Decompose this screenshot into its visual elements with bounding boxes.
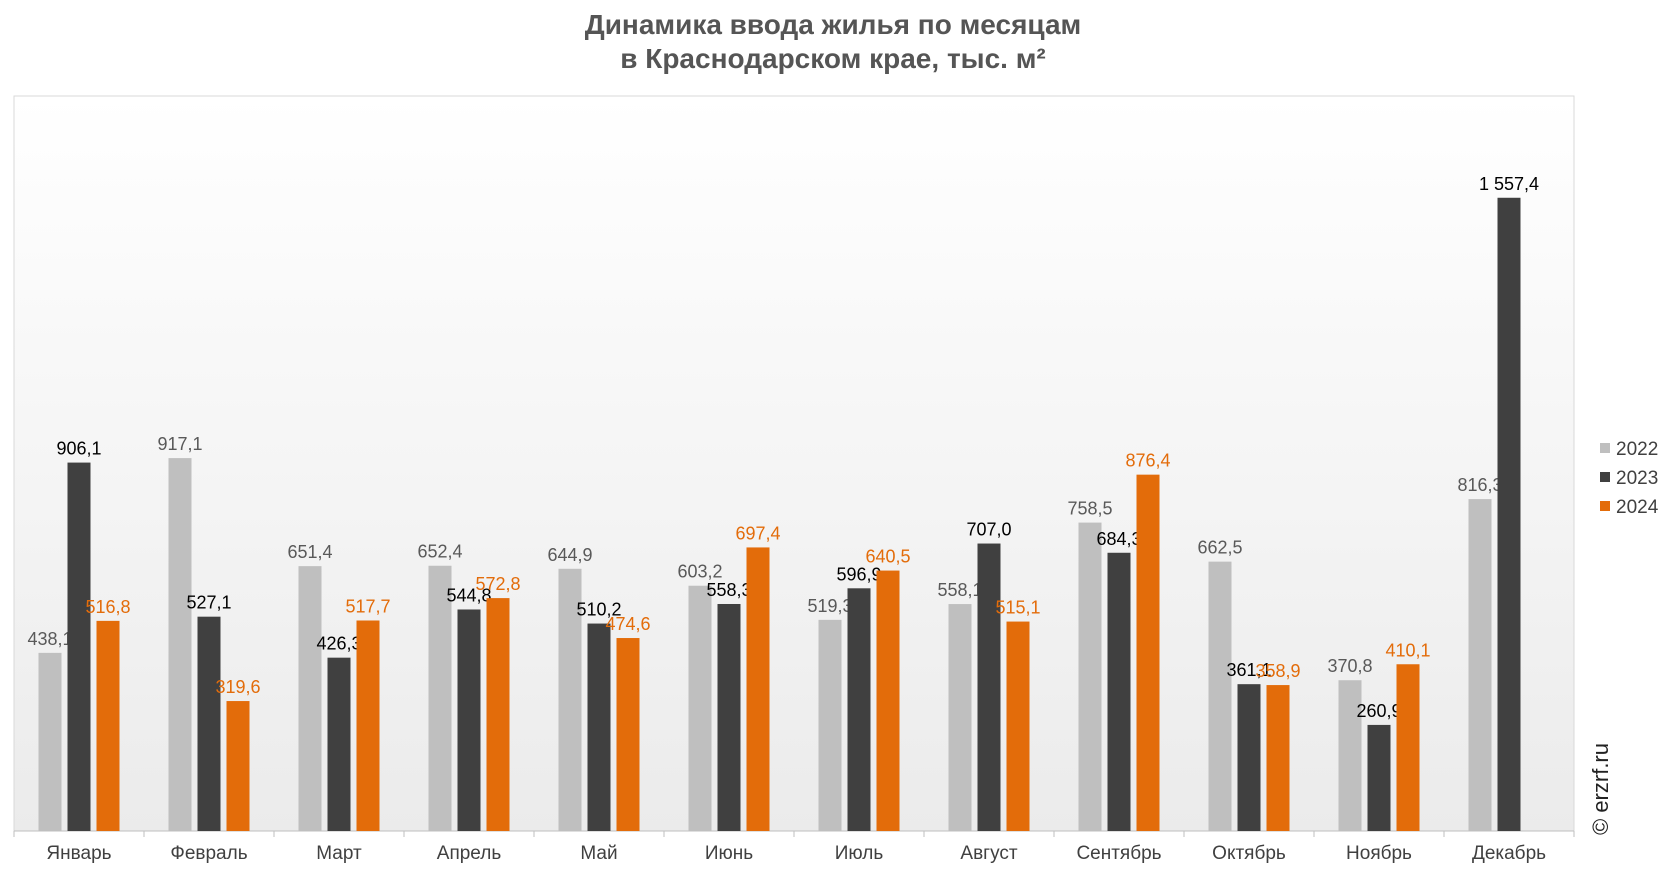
bar-2023: [847, 588, 871, 831]
bar-2023: [717, 603, 741, 831]
bar-2024: [746, 547, 770, 831]
legend-label-2022: 2022: [1616, 439, 1658, 460]
bar-2022: [168, 458, 192, 831]
data-label-2022: 758,5: [1067, 499, 1112, 519]
data-label-2024: 358,9: [1255, 661, 1300, 681]
data-label-2022: 652,4: [417, 542, 462, 562]
bar-2022: [1078, 522, 1102, 831]
bar-2022: [38, 652, 62, 831]
data-label-2023: 544,8: [446, 585, 491, 605]
data-label-2022: 519,3: [807, 596, 852, 616]
bar-2023: [1497, 197, 1521, 831]
data-label-2023: 1 557,4: [1479, 174, 1539, 194]
bar-2023: [1107, 552, 1131, 831]
legend-swatch-2024: [1600, 501, 1610, 511]
data-label-2024: 876,4: [1125, 451, 1170, 471]
data-label-2024: 640,5: [865, 547, 910, 567]
bar-2023: [1237, 684, 1261, 831]
x-tick-label: Май: [580, 843, 617, 864]
bar-2022: [1468, 499, 1492, 831]
bar-2024: [876, 570, 900, 831]
data-label-2024: 474,6: [605, 614, 650, 634]
bar-2024: [96, 620, 120, 831]
data-label-2023: 707,0: [966, 520, 1011, 540]
data-label-2022: 917,1: [157, 434, 202, 454]
x-tick-label: Август: [960, 843, 1017, 864]
data-label-2023: 596,9: [836, 564, 881, 584]
bar-2022: [298, 566, 322, 831]
x-tick-label: Октябрь: [1212, 843, 1286, 864]
data-label-2024: 410,1: [1385, 640, 1430, 660]
bar-2022: [688, 585, 712, 831]
bar-2022: [818, 619, 842, 831]
bar-2022: [1208, 561, 1232, 831]
bar-2022: [948, 604, 972, 831]
bar-2022: [558, 568, 582, 831]
x-tick-label: Июнь: [705, 843, 753, 864]
bar-2024: [1136, 474, 1160, 831]
x-tick-label: Сентябрь: [1076, 843, 1161, 864]
bar-2023: [1367, 724, 1391, 831]
data-label-2022: 370,8: [1327, 656, 1372, 676]
data-label-2022: 558,1: [937, 580, 982, 600]
bar-2024: [616, 638, 640, 831]
legend-swatch-2023: [1600, 472, 1610, 482]
chart-title: Динамика ввода жилья по месяцам в Красно…: [0, 8, 1666, 76]
data-label-2022: 651,4: [287, 542, 332, 562]
chart-title-line1: Динамика ввода жилья по месяцам: [584, 9, 1082, 40]
data-label-2024: 515,1: [995, 598, 1040, 618]
data-label-2023: 426,3: [316, 634, 361, 654]
data-label-2024: 319,6: [215, 677, 260, 697]
data-label-2022: 603,2: [677, 562, 722, 582]
bar-2022: [428, 565, 452, 831]
bar-2024: [1006, 621, 1030, 831]
bar-2023: [587, 623, 611, 831]
bar-2024: [1266, 685, 1290, 831]
bar-2023: [327, 657, 351, 831]
data-label-2022: 438,1: [27, 629, 72, 649]
bar-2022: [1338, 680, 1362, 831]
x-tick-label: Ноябрь: [1346, 843, 1412, 864]
data-label-2023: 684,3: [1096, 529, 1141, 549]
x-tick-label: Июль: [835, 843, 884, 864]
data-label-2022: 644,9: [547, 545, 592, 565]
x-tick-label: Декабрь: [1472, 843, 1546, 864]
legend-label-2023: 2023: [1616, 468, 1658, 489]
data-label-2023: 361,1: [1226, 660, 1271, 680]
watermark: © erzrf.ru: [1588, 743, 1613, 835]
chart-title-line2: в Краснодарском крае, тыс. м²: [620, 43, 1046, 74]
data-label-2022: 816,3: [1457, 475, 1502, 495]
data-label-2022: 662,5: [1197, 538, 1242, 558]
bar-2024: [1396, 664, 1420, 831]
data-label-2023: 510,2: [576, 600, 621, 620]
x-tick-label: Апрель: [437, 843, 502, 864]
data-label-2024: 516,8: [85, 597, 130, 617]
bar-2023: [457, 609, 481, 831]
legend-swatch-2022: [1600, 443, 1610, 453]
data-label-2024: 697,4: [735, 523, 780, 543]
bar-2023: [197, 616, 221, 831]
data-label-2024: 517,7: [345, 597, 390, 617]
data-label-2024: 572,8: [475, 574, 520, 594]
bar-2023: [67, 462, 91, 831]
data-label-2023: 527,1: [186, 593, 231, 613]
bar-2024: [486, 598, 510, 831]
data-label-2023: 906,1: [56, 439, 101, 459]
bar-2023: [977, 543, 1001, 831]
bar-2024: [356, 620, 380, 831]
data-label-2023: 558,3: [706, 580, 751, 600]
legend-label-2024: 2024: [1616, 497, 1659, 518]
plot-area: [13, 95, 1575, 832]
x-tick-label: Март: [316, 843, 362, 864]
bar-2024: [226, 701, 250, 831]
x-tick-label: Февраль: [170, 843, 247, 864]
x-tick-label: Январь: [46, 843, 111, 864]
data-label-2023: 260,9: [1356, 701, 1401, 721]
